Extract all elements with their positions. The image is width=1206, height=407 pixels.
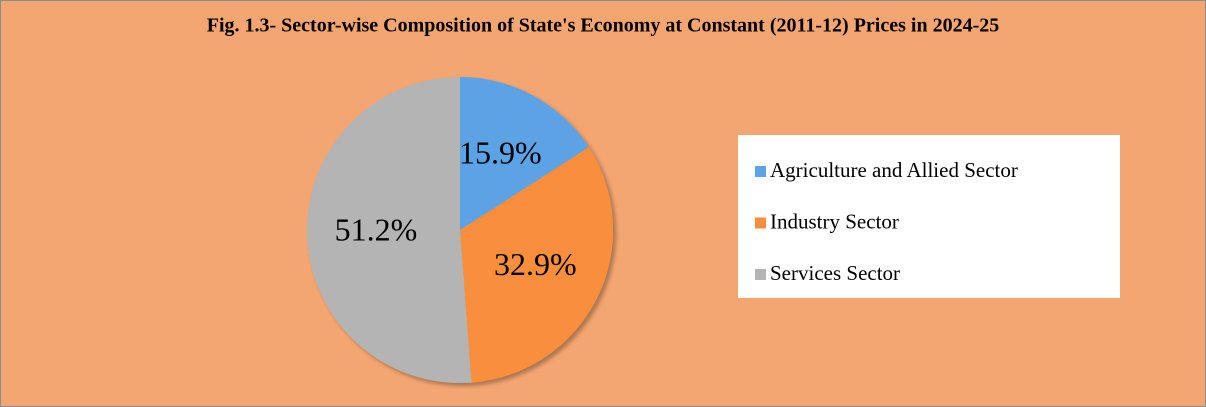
pie-slice	[460, 147, 613, 383]
legend-label: Agriculture and Allied Sector	[770, 158, 1018, 182]
pie	[306, 77, 613, 384]
legend-swatch	[755, 166, 766, 177]
legend-swatch	[755, 269, 766, 280]
legend-box	[738, 135, 1120, 298]
data-label: 15.9%	[459, 134, 542, 170]
legend-label: Industry Sector	[770, 209, 899, 233]
data-label: 51.2%	[335, 212, 418, 248]
data-label: 32.9%	[494, 246, 577, 282]
chart-title: Fig. 1.3- Sector-wise Composition of Sta…	[207, 15, 1000, 37]
pie-slice	[306, 77, 472, 384]
legend-swatch	[755, 217, 766, 229]
legend-label: Services Sector	[770, 261, 900, 285]
pie-slice	[460, 77, 589, 230]
